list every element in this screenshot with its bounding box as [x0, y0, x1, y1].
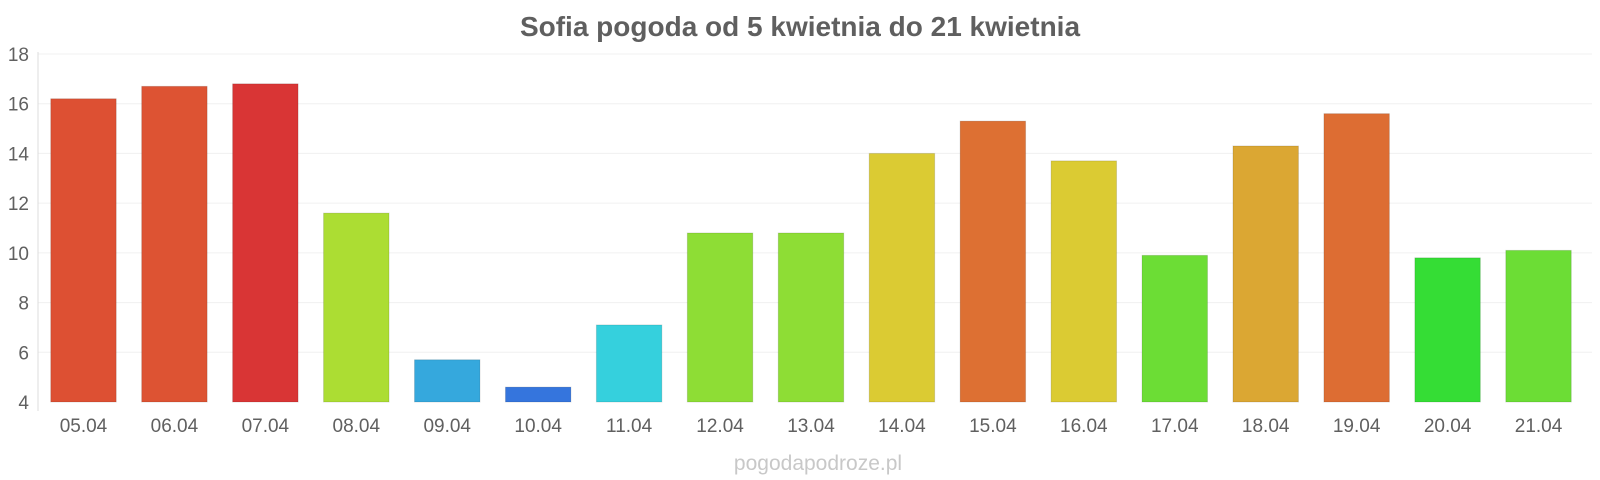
x-tick-label: 05.04	[60, 416, 108, 437]
y-tick-label: 4	[18, 393, 29, 414]
x-tick-label: 16.04	[1060, 416, 1108, 437]
x-tick-label: 07.04	[242, 416, 290, 437]
x-tick-label: 10.04	[514, 416, 562, 437]
bar-14.04[interactable]	[868, 152, 936, 403]
x-tick-label: 06.04	[151, 416, 199, 437]
y-tick-label: 8	[18, 294, 29, 315]
bar-13.04[interactable]	[777, 232, 845, 403]
bar-20.04[interactable]	[1414, 257, 1481, 403]
y-tick-label: 10	[8, 244, 29, 265]
bar-11.04[interactable]	[595, 324, 663, 403]
bar-06.04[interactable]	[141, 85, 208, 403]
bars	[50, 83, 1572, 403]
bar-05.04[interactable]	[50, 98, 117, 403]
x-tick-label: 21.04	[1515, 416, 1563, 437]
x-tick-label: 17.04	[1151, 416, 1199, 437]
bar-09.04[interactable]	[413, 359, 481, 403]
bar-17.04[interactable]	[1141, 254, 1209, 403]
bar-18.04[interactable]	[1232, 145, 1299, 403]
y-tick-label: 12	[8, 194, 29, 215]
x-tick-label: 20.04	[1424, 416, 1472, 437]
watermark-text: pogodapodroze.pl	[734, 452, 902, 475]
y-tick-label: 18	[8, 45, 29, 66]
x-tick-label: 11.04	[606, 416, 653, 437]
x-tick-label: 19.04	[1333, 416, 1381, 437]
bar-16.04[interactable]	[1050, 160, 1118, 403]
x-tick-label: 08.04	[333, 416, 381, 437]
x-tick-label: 14.04	[878, 416, 926, 437]
bar-15.04[interactable]	[959, 120, 1027, 403]
bar-07.04[interactable]	[232, 83, 299, 403]
bar-19.04[interactable]	[1323, 113, 1390, 403]
bar-08.04[interactable]	[323, 212, 390, 403]
bar-10.04[interactable]	[504, 386, 572, 403]
x-tick-label: 15.04	[969, 416, 1017, 437]
x-tick-label: 13.04	[787, 416, 835, 437]
x-tick-label: 09.04	[423, 416, 471, 437]
y-tick-label: 6	[18, 343, 29, 364]
chart-title: Sofia pogoda od 5 kwietnia do 21 kwietni…	[520, 11, 1081, 42]
x-tick-label: 12.04	[696, 416, 744, 437]
bar-12.04[interactable]	[686, 232, 754, 403]
y-tick-label: 14	[8, 144, 30, 165]
bar-21.04[interactable]	[1505, 249, 1572, 403]
x-axis-ticks: 05.04 06.04 07.04 08.04 09.04 10.04 11.04 12.04…	[60, 416, 1563, 437]
x-tick-label: 18.04	[1242, 416, 1290, 437]
y-tick-label: 16	[8, 95, 29, 116]
y-axis-ticks: 4 6 8 10 12 14 16 18	[8, 45, 30, 414]
